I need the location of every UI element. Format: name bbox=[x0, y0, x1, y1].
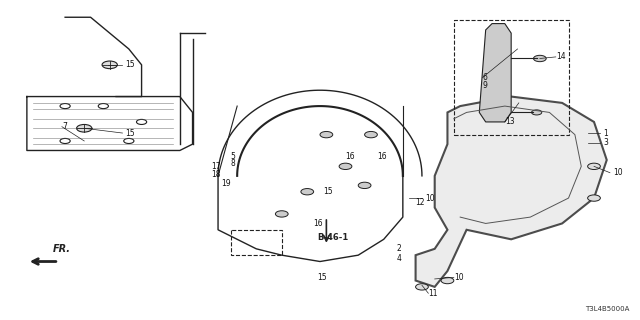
Circle shape bbox=[365, 132, 378, 138]
Text: 3: 3 bbox=[604, 138, 609, 147]
Circle shape bbox=[102, 61, 117, 69]
Text: 6: 6 bbox=[483, 73, 488, 82]
Text: T3L4B5000A: T3L4B5000A bbox=[585, 306, 629, 312]
Text: 12: 12 bbox=[415, 198, 425, 207]
Text: FR.: FR. bbox=[52, 244, 70, 254]
Text: 4: 4 bbox=[396, 254, 401, 263]
Circle shape bbox=[339, 163, 352, 170]
Circle shape bbox=[532, 110, 541, 115]
Text: 1: 1 bbox=[604, 129, 608, 138]
Circle shape bbox=[588, 195, 600, 201]
Circle shape bbox=[588, 163, 600, 170]
Text: 19: 19 bbox=[221, 179, 231, 188]
Text: 7: 7 bbox=[62, 122, 67, 131]
Polygon shape bbox=[415, 97, 607, 287]
Text: 5: 5 bbox=[231, 152, 236, 161]
Text: 17: 17 bbox=[212, 162, 221, 171]
Text: 10: 10 bbox=[425, 194, 435, 203]
Text: 14: 14 bbox=[556, 52, 565, 61]
Text: 15: 15 bbox=[323, 187, 333, 196]
Circle shape bbox=[77, 124, 92, 132]
Text: 15: 15 bbox=[125, 129, 135, 138]
Text: 18: 18 bbox=[212, 170, 221, 179]
Circle shape bbox=[320, 132, 333, 138]
Text: 10: 10 bbox=[613, 168, 623, 177]
Text: 9: 9 bbox=[483, 81, 488, 90]
Text: 2: 2 bbox=[396, 244, 401, 253]
Text: 16: 16 bbox=[378, 152, 387, 161]
Text: 15: 15 bbox=[317, 273, 326, 282]
Circle shape bbox=[301, 188, 314, 195]
Circle shape bbox=[358, 182, 371, 188]
Text: 10: 10 bbox=[454, 273, 463, 282]
Text: B-46-1: B-46-1 bbox=[317, 233, 348, 242]
Polygon shape bbox=[479, 24, 511, 122]
Circle shape bbox=[441, 277, 454, 284]
Bar bbox=[454, 20, 568, 135]
Circle shape bbox=[275, 211, 288, 217]
Circle shape bbox=[415, 284, 428, 290]
Circle shape bbox=[534, 55, 546, 62]
Text: 11: 11 bbox=[428, 289, 438, 298]
Text: 13: 13 bbox=[505, 117, 515, 126]
Text: 15: 15 bbox=[125, 60, 135, 69]
Text: 8: 8 bbox=[231, 159, 236, 168]
Text: 16: 16 bbox=[346, 152, 355, 161]
Text: 16: 16 bbox=[314, 219, 323, 228]
